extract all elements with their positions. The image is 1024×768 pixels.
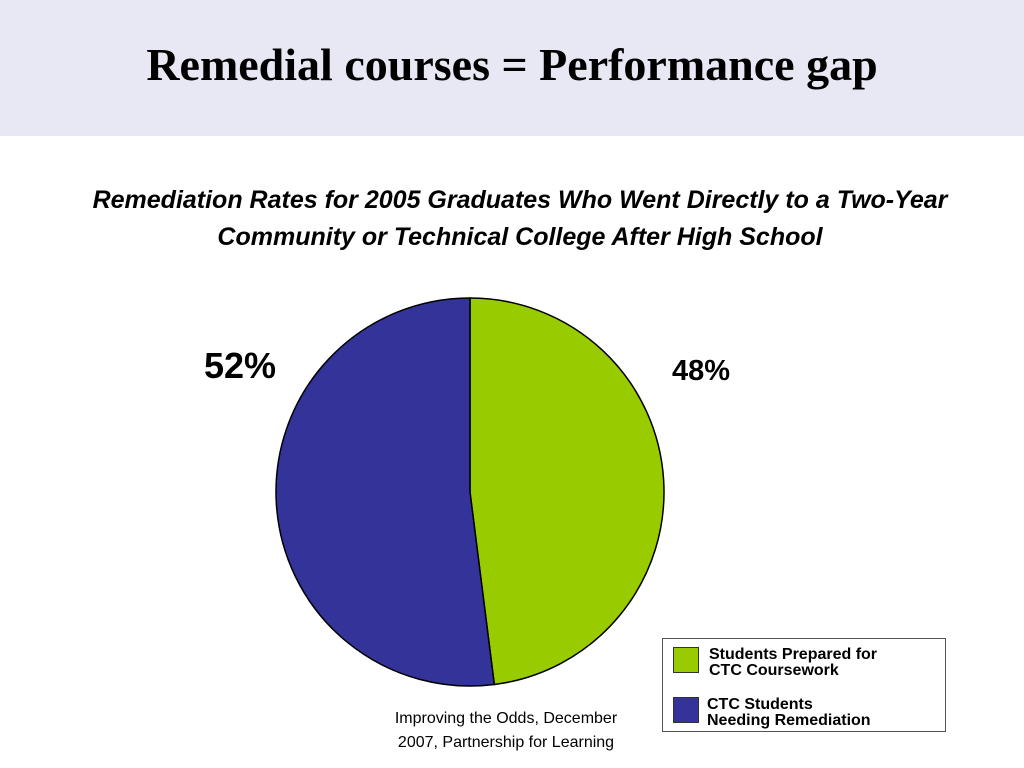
chart-legend: Students Prepared for CTC Coursework CTC…	[662, 638, 946, 732]
slide-title: Remedial courses = Performance gap	[146, 39, 878, 90]
data-label-remediation: 52%	[204, 345, 277, 386]
pie-slice-remediation	[275, 297, 496, 687]
legend-label-prepared: Students Prepared for CTC Coursework	[709, 646, 878, 679]
data-label-prepared: 48%	[672, 355, 731, 387]
legend-swatch-remediation	[673, 697, 699, 723]
source-citation: Improving the Odds, December 2007, Partn…	[394, 710, 618, 751]
legend-label-remediation: CTC Students Needing Remediation	[707, 696, 871, 729]
legend-swatch-prepared	[673, 647, 699, 673]
chart-title: Remediation Rates for 2005 Graduates Who…	[92, 186, 948, 251]
title-banner	[0, 0, 1024, 136]
pie-slice-prepared	[469, 297, 665, 686]
